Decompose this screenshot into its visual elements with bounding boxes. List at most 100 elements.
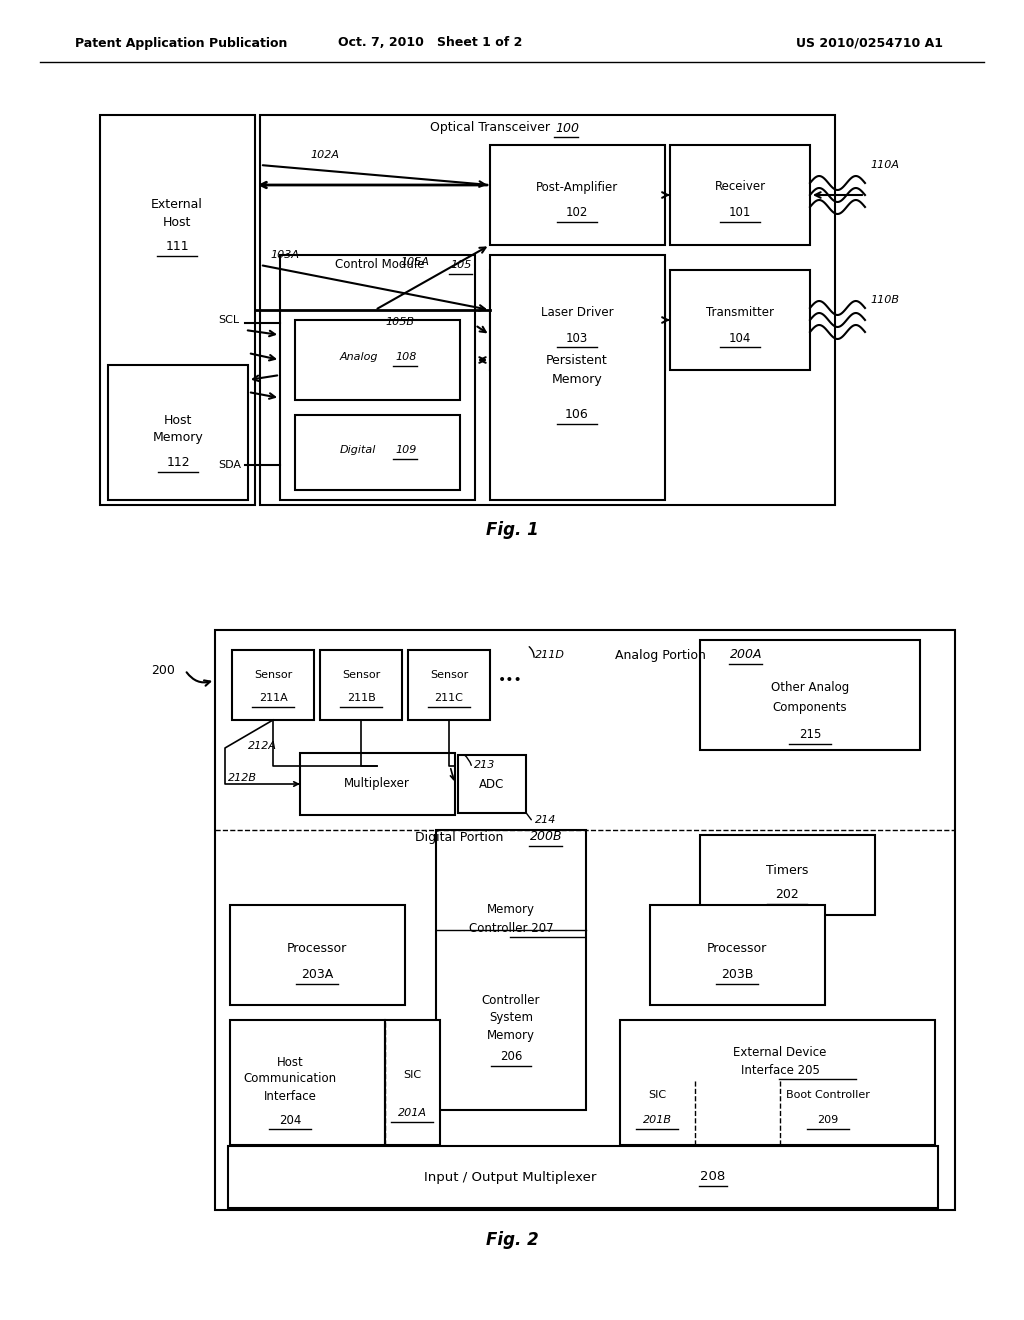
- Bar: [108, 366, 248, 500]
- Text: 112: 112: [166, 457, 189, 470]
- Bar: [319, 649, 402, 719]
- Text: ADC: ADC: [479, 777, 505, 791]
- Text: Host: Host: [163, 215, 191, 228]
- Text: 211A: 211A: [259, 693, 288, 704]
- Text: 105B: 105B: [385, 317, 414, 327]
- Text: 201A: 201A: [397, 1107, 427, 1118]
- Text: Boot Controller: Boot Controller: [786, 1090, 870, 1100]
- Text: Controller: Controller: [481, 994, 541, 1006]
- Text: 215: 215: [799, 729, 821, 742]
- Text: 208: 208: [700, 1171, 725, 1184]
- Text: 102A: 102A: [310, 150, 339, 160]
- Text: 213: 213: [474, 760, 496, 770]
- Text: Processor: Processor: [707, 941, 767, 954]
- Text: Processor: Processor: [287, 941, 347, 954]
- Text: Components: Components: [773, 701, 847, 714]
- Text: Post-Amplifier: Post-Amplifier: [536, 181, 618, 194]
- Text: 105: 105: [450, 260, 471, 271]
- Bar: [230, 1020, 385, 1144]
- Bar: [490, 255, 665, 500]
- Text: 109: 109: [395, 445, 417, 455]
- Text: Timers: Timers: [766, 863, 808, 876]
- Text: 211D: 211D: [535, 649, 565, 660]
- Text: 204: 204: [279, 1114, 301, 1126]
- Bar: [490, 145, 665, 246]
- Text: Host: Host: [276, 1056, 303, 1068]
- Text: Interface 205: Interface 205: [740, 1064, 819, 1077]
- Text: Controller 207: Controller 207: [469, 921, 553, 935]
- Bar: [295, 414, 460, 490]
- Text: Interface: Interface: [263, 1089, 316, 1102]
- Text: 104: 104: [729, 331, 752, 345]
- Bar: [215, 630, 955, 1210]
- Text: Other Analog: Other Analog: [771, 681, 849, 693]
- Text: Sensor: Sensor: [254, 671, 292, 680]
- Text: 212B: 212B: [228, 774, 257, 783]
- Text: SIC: SIC: [402, 1071, 421, 1080]
- Text: 201B: 201B: [642, 1115, 672, 1125]
- Text: 212A: 212A: [248, 741, 278, 751]
- Text: Analog Portion: Analog Portion: [615, 648, 706, 661]
- Bar: [700, 836, 874, 915]
- Text: 102: 102: [566, 206, 588, 219]
- Text: 200: 200: [152, 664, 175, 676]
- Text: Analog: Analog: [340, 352, 379, 362]
- Text: Control Module: Control Module: [335, 259, 425, 272]
- Bar: [436, 830, 586, 1110]
- Text: 103: 103: [566, 331, 588, 345]
- Text: US 2010/0254710 A1: US 2010/0254710 A1: [797, 37, 943, 49]
- Text: 203B: 203B: [721, 969, 754, 982]
- Text: •••: •••: [498, 673, 522, 686]
- Text: Communication: Communication: [244, 1072, 337, 1085]
- Text: Oct. 7, 2010   Sheet 1 of 2: Oct. 7, 2010 Sheet 1 of 2: [338, 37, 522, 49]
- Text: SDA: SDA: [218, 459, 241, 470]
- Text: 103A: 103A: [270, 249, 299, 260]
- Text: Memory: Memory: [552, 374, 602, 387]
- Text: 110B: 110B: [870, 294, 899, 305]
- Text: Digital Portion: Digital Portion: [415, 830, 504, 843]
- Bar: [100, 115, 255, 506]
- Text: Persistent: Persistent: [546, 354, 608, 367]
- Text: Laser Driver: Laser Driver: [541, 305, 613, 318]
- Text: SCL: SCL: [218, 315, 240, 325]
- Bar: [295, 319, 460, 400]
- Text: Digital: Digital: [340, 445, 377, 455]
- Bar: [408, 649, 490, 719]
- Bar: [228, 1146, 938, 1208]
- Text: Sensor: Sensor: [342, 671, 380, 680]
- Text: 211C: 211C: [434, 693, 464, 704]
- Text: Patent Application Publication: Patent Application Publication: [75, 37, 288, 49]
- Bar: [230, 906, 406, 1005]
- Text: Memory: Memory: [487, 1030, 535, 1043]
- Bar: [490, 271, 665, 370]
- Text: External Device: External Device: [733, 1045, 826, 1059]
- Text: 214: 214: [535, 814, 556, 825]
- Bar: [670, 145, 810, 246]
- Text: Fig. 2: Fig. 2: [485, 1232, 539, 1249]
- Text: 209: 209: [817, 1115, 839, 1125]
- Text: 111: 111: [165, 240, 188, 253]
- Text: Host: Host: [164, 413, 193, 426]
- Bar: [232, 649, 314, 719]
- Text: External: External: [152, 198, 203, 211]
- Text: 101: 101: [729, 206, 752, 219]
- Text: 202: 202: [775, 888, 799, 902]
- Bar: [260, 115, 835, 506]
- Text: 110A: 110A: [870, 160, 899, 170]
- Bar: [385, 1020, 440, 1144]
- Text: 105A: 105A: [400, 257, 429, 267]
- Text: Transmitter: Transmitter: [706, 305, 774, 318]
- Text: 106: 106: [565, 408, 589, 421]
- Text: 200B: 200B: [530, 830, 562, 843]
- Text: 203A: 203A: [301, 969, 333, 982]
- Text: Optical Transceiver: Optical Transceiver: [430, 121, 550, 135]
- Text: System: System: [489, 1011, 534, 1024]
- Bar: [650, 906, 825, 1005]
- Text: SIC: SIC: [648, 1090, 666, 1100]
- Text: Input / Output Multiplexer: Input / Output Multiplexer: [424, 1171, 596, 1184]
- Text: Memory: Memory: [153, 432, 204, 445]
- Bar: [458, 755, 526, 813]
- Text: 211B: 211B: [347, 693, 376, 704]
- Bar: [670, 271, 810, 370]
- Bar: [620, 1020, 935, 1144]
